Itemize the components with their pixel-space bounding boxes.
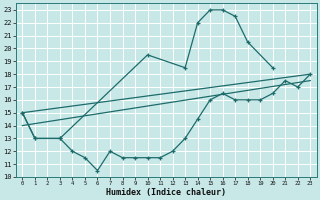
- X-axis label: Humidex (Indice chaleur): Humidex (Indice chaleur): [106, 188, 226, 197]
